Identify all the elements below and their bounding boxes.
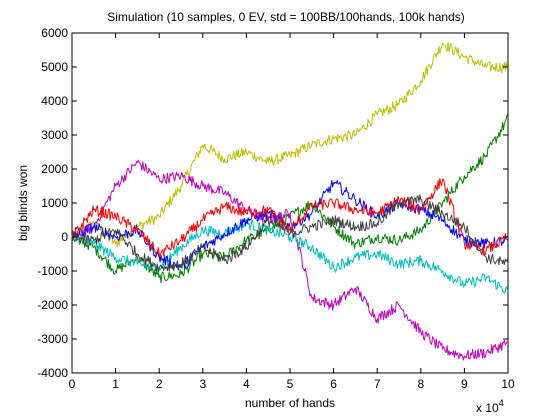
y-axis-ticks: -4000 -3000 -2000 -1000 0 1000 2000 3000 4000 500… <box>37 26 508 380</box>
y-tick-label: -4000 <box>37 366 68 380</box>
series-line-3 <box>71 159 509 361</box>
x-tick-label: 7 <box>374 377 381 391</box>
series-line-7 <box>71 194 509 273</box>
x-axis-label: number of hands <box>245 396 335 410</box>
chart-title: Simulation (10 samples, 0 EV, std = 100B… <box>107 10 464 24</box>
y-tick-label: -3000 <box>37 332 68 346</box>
x-tick-label: 6 <box>330 377 337 391</box>
x-exponent-label: x 104 <box>476 398 504 415</box>
series-line-6 <box>71 177 509 259</box>
y-axis-label: big blinds won <box>16 165 30 241</box>
x-tick-label: 1 <box>112 377 119 391</box>
x-tick-label: 3 <box>199 377 206 391</box>
x-tick-label: 9 <box>461 377 468 391</box>
series-layer <box>71 41 509 361</box>
x-tick-label: 0 <box>69 377 76 391</box>
x-tick-label: 2 <box>156 377 163 391</box>
x-tick-label: 4 <box>243 377 250 391</box>
axes-box <box>71 32 509 374</box>
x-tick-label: 8 <box>417 377 424 391</box>
y-tick-label: -1000 <box>37 264 68 278</box>
y-tick-label: 5000 <box>41 60 68 74</box>
plot-area: 0 1 2 3 4 5 6 7 8 9 10 -4000 -3000 -2000 -1000 0 1000 20… <box>37 26 515 391</box>
x-tick-label: 10 <box>501 377 515 391</box>
x-exponent-base: x 10 <box>476 401 499 415</box>
y-tick-label: 6000 <box>41 26 68 40</box>
x-axis-ticks: 0 1 2 3 4 5 6 7 8 9 10 <box>69 33 515 391</box>
x-tick-label: 5 <box>287 377 294 391</box>
y-tick-label: -2000 <box>37 298 68 312</box>
y-tick-label: 3000 <box>41 128 68 142</box>
y-tick-label: 0 <box>61 230 68 244</box>
y-tick-label: 1000 <box>41 196 68 210</box>
x-exponent-power: 4 <box>499 398 504 408</box>
y-tick-label: 4000 <box>41 94 68 108</box>
y-tick-label: 2000 <box>41 162 68 176</box>
series-line-4 <box>71 218 509 294</box>
series-line-1 <box>71 41 509 248</box>
